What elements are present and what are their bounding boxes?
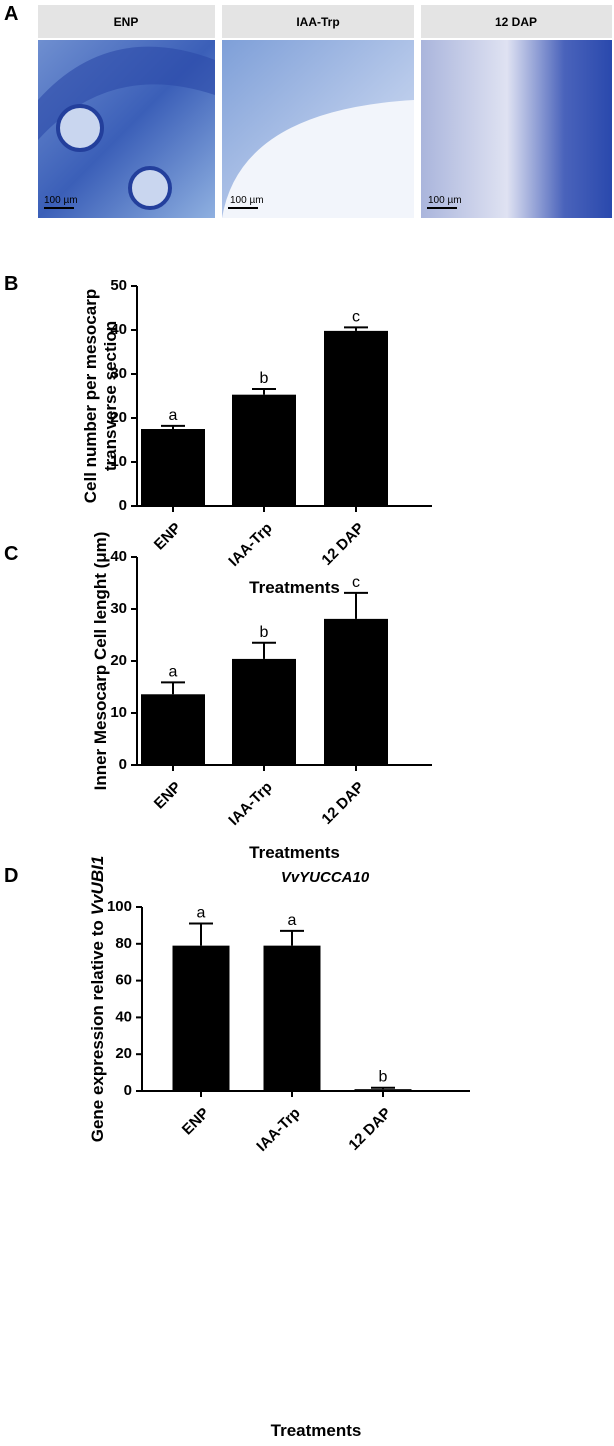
y-tick-label: 20: [115, 1045, 132, 1062]
y-tick-label: 80: [115, 935, 132, 952]
y-tick-label: 0: [119, 756, 127, 773]
significance-letter: c: [352, 574, 360, 591]
x-tick-label: ENP: [179, 1105, 213, 1139]
x-tick-label: IAA-Trp: [253, 1105, 303, 1155]
x-tick-label: ENP: [151, 779, 185, 813]
significance-letter: a: [288, 912, 297, 929]
image-title: 12 DAP: [495, 15, 537, 29]
x-axis-label: Treatments: [249, 843, 340, 862]
bar: [232, 658, 296, 765]
y-tick-label: 0: [124, 1082, 132, 1099]
scale-label: 100 µm: [230, 195, 264, 206]
bar: [141, 694, 205, 765]
y-tick-label: 40: [115, 1008, 132, 1025]
bar: [263, 945, 321, 1091]
y-tick-label: 20: [110, 409, 127, 426]
image-header: [222, 5, 414, 38]
image-title: ENP: [114, 15, 139, 29]
y-tick-label: 10: [110, 453, 127, 470]
y-tick-label: 30: [110, 600, 127, 617]
y-axis-label-line: Inner Mesocarp Cell lenght (μm): [91, 532, 110, 791]
bar: [324, 618, 388, 765]
y-tick-label: 50: [110, 277, 127, 294]
x-tick-label: 12 DAP: [345, 1105, 394, 1154]
tissue: [56, 104, 104, 152]
bar: [324, 330, 388, 506]
micrograph-panel: ENP 100 µm IAA-Trp 100 µm 12 DAP 100 µm: [38, 5, 612, 218]
y-tick-label: 10: [110, 704, 127, 721]
y-axis-label-line: transverse section: [101, 321, 120, 471]
panel-label: B: [4, 273, 18, 295]
y-axis-label-line: Cell number per mesocarp: [81, 289, 100, 503]
micrograph: [421, 40, 612, 218]
panel-label: D: [4, 865, 18, 887]
tissue: [128, 166, 172, 210]
significance-letter: b: [260, 624, 269, 641]
bar: [232, 394, 296, 506]
x-tick-label: IAA-Trp: [225, 779, 275, 829]
image-header: [38, 5, 215, 38]
y-axis-label-part: VvUBI1: [88, 856, 107, 916]
significance-letter: b: [379, 1069, 388, 1086]
y-axis-label: Inner Mesocarp Cell lenght (μm): [91, 532, 110, 791]
y-tick-label: 30: [110, 365, 127, 382]
bar: [354, 1089, 412, 1091]
x-tick-label: IAA-Trp: [225, 520, 275, 570]
y-tick-label: 40: [110, 321, 127, 338]
panel-label: A: [4, 3, 18, 25]
x-tick-label: 12 DAP: [318, 520, 367, 569]
scale-label: 100 µm: [428, 195, 462, 206]
significance-letter: b: [260, 370, 269, 387]
y-tick-label: 0: [119, 497, 127, 514]
image-header: [421, 5, 612, 38]
y-tick-label: 100: [107, 898, 132, 915]
y-tick-label: 40: [110, 548, 127, 565]
scale-label: 100 µm: [44, 195, 78, 206]
y-tick-label: 20: [110, 652, 127, 669]
image-title: IAA-Trp: [296, 15, 339, 29]
significance-letter: c: [352, 308, 360, 325]
bar: [172, 945, 230, 1091]
panel-label: C: [4, 543, 18, 565]
tissue: [38, 46, 215, 140]
x-tick-label: 12 DAP: [318, 779, 367, 828]
chart-title: VvYUCCA10: [281, 869, 370, 886]
tissue: [222, 100, 414, 218]
x-axis-label: Treatments: [271, 1421, 362, 1440]
y-axis-label-part: Gene expression relative to: [88, 920, 107, 1142]
x-tick-label: ENP: [151, 520, 185, 554]
significance-letter: a: [169, 663, 178, 680]
significance-letter: a: [169, 407, 178, 424]
x-axis-label: Treatments: [249, 578, 340, 597]
y-axis-label: Gene expression relative to VvUBI1: [88, 856, 107, 1143]
y-axis-label: Cell number per mesocarptransverse secti…: [81, 289, 120, 503]
significance-letter: a: [197, 905, 206, 922]
y-tick-label: 60: [115, 972, 132, 989]
bar: [141, 429, 205, 506]
